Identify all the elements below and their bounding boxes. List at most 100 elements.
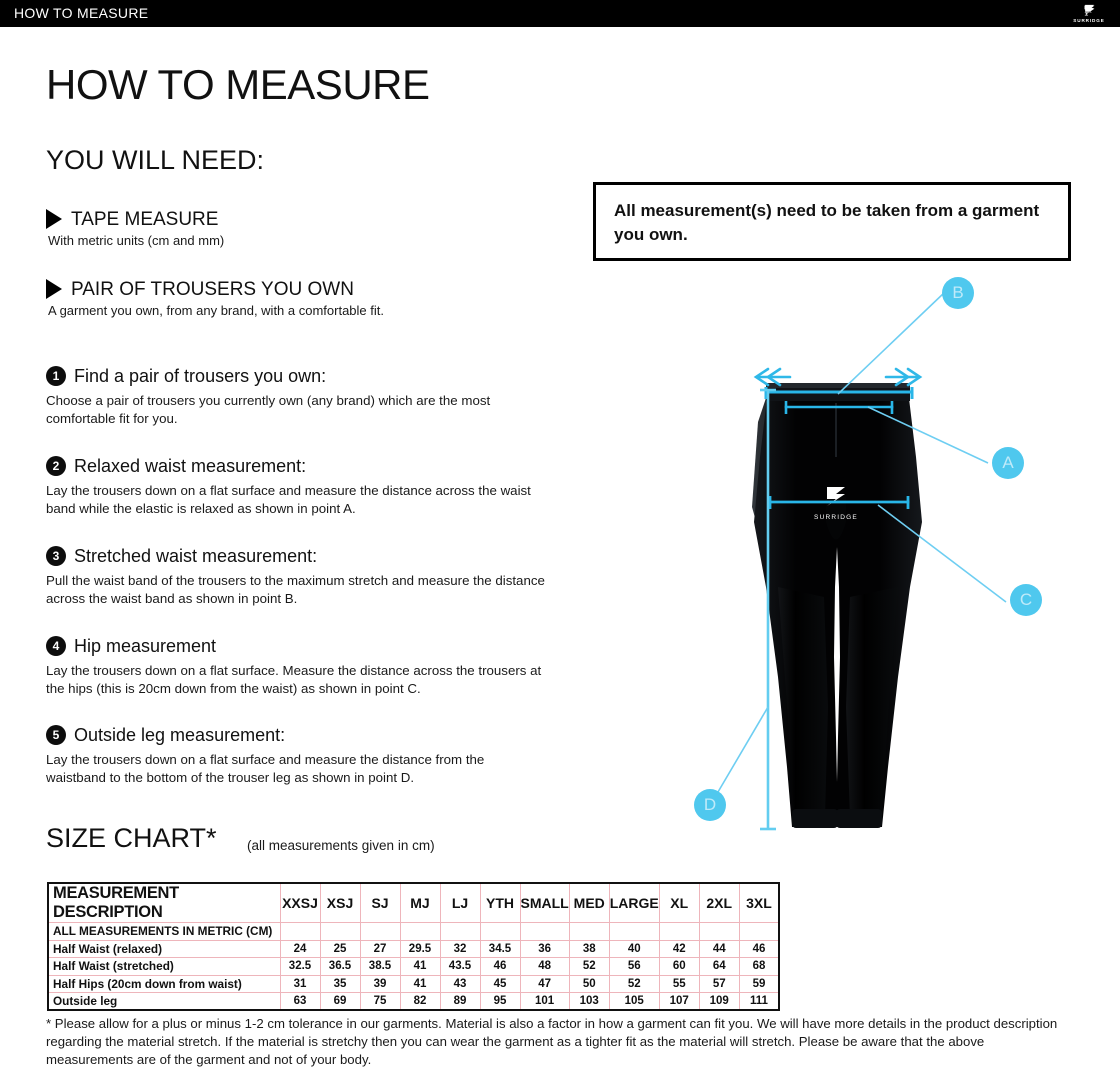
size-chart-heading: SIZE CHART* bbox=[46, 823, 217, 853]
step-3: 3 Stretched waist measurement: Pull the … bbox=[46, 546, 546, 607]
column-header-size: XXSJ bbox=[279, 882, 321, 923]
step-number-badge: 2 bbox=[46, 456, 66, 476]
page-title: HOW TO MEASURE bbox=[46, 61, 430, 108]
step-number-badge: 1 bbox=[46, 366, 66, 386]
marker-a: A bbox=[992, 447, 1024, 479]
table-cell: 43.5 bbox=[439, 957, 481, 976]
size-chart-table: MEASUREMENT DESCRIPTION XXSJ XSJ SJ MJ L… bbox=[47, 882, 781, 1011]
table-cell bbox=[439, 922, 481, 941]
table-cell: 52 bbox=[568, 957, 610, 976]
table-cell: 34.5 bbox=[479, 939, 521, 958]
table-cell: 57 bbox=[698, 974, 740, 993]
surridge-logo-icon: SURRIDGE bbox=[1066, 1, 1112, 26]
table-cell bbox=[738, 922, 780, 941]
you-will-need-heading: YOU WILL NEED: bbox=[46, 145, 265, 175]
triangle-bullet-icon bbox=[46, 209, 62, 229]
step-title: Find a pair of trousers you own: bbox=[74, 366, 327, 386]
column-header-description: MEASUREMENT DESCRIPTION bbox=[47, 882, 281, 923]
step-title: Stretched waist measurement: bbox=[74, 546, 318, 566]
table-cell: 43 bbox=[439, 974, 481, 993]
step-body: Lay the trousers down on a flat surface … bbox=[46, 752, 485, 785]
table-cell: 107 bbox=[658, 992, 700, 1011]
step-body: Choose a pair of trousers you currently … bbox=[46, 393, 491, 426]
step-1: 1 Find a pair of trousers you own: Choos… bbox=[46, 366, 546, 427]
column-header-size: MED bbox=[568, 882, 610, 923]
table-cell: 38 bbox=[568, 939, 610, 958]
table-cell bbox=[658, 922, 700, 941]
top-bar: HOW TO MEASURE SURRIDGE bbox=[0, 0, 1120, 27]
brand-wordmark: SURRIDGE bbox=[1073, 18, 1105, 24]
table-row-metric-note: ALL MEASUREMENTS IN METRIC (CM) bbox=[47, 922, 780, 941]
table-row: Half Waist (stretched) 32.5 36.5 38.5 41… bbox=[47, 957, 780, 976]
trousers-illustration-icon: SURRIDGE bbox=[717, 291, 1007, 831]
table-cell: 32 bbox=[439, 939, 481, 958]
table-cell: 47 bbox=[519, 974, 570, 993]
table-cell: 82 bbox=[399, 992, 441, 1011]
row-label: Outside leg bbox=[47, 992, 281, 1011]
svg-text:SURRIDGE: SURRIDGE bbox=[814, 514, 858, 521]
table-cell bbox=[568, 922, 610, 941]
surridge-s-mark-icon bbox=[1084, 5, 1094, 16]
table-cell: 29.5 bbox=[399, 939, 441, 958]
table-cell: 48 bbox=[519, 957, 570, 976]
table-cell bbox=[479, 922, 521, 941]
column-header-size: 3XL bbox=[738, 882, 780, 923]
need-item-tape-measure: TAPE MEASURE With metric units (cm and m… bbox=[46, 209, 224, 249]
need-title: PAIR OF TROUSERS YOU OWN bbox=[71, 278, 354, 300]
step-title: Hip measurement bbox=[74, 636, 217, 656]
table-cell: 59 bbox=[738, 974, 780, 993]
table-cell: 109 bbox=[698, 992, 740, 1011]
table-cell: 46 bbox=[479, 957, 521, 976]
table-cell bbox=[519, 922, 570, 941]
table-cell: 89 bbox=[439, 992, 481, 1011]
callout-box: All measurement(s) need to be taken from… bbox=[593, 182, 1071, 261]
table-cell: 95 bbox=[479, 992, 521, 1011]
row-label: Half Waist (stretched) bbox=[47, 957, 281, 976]
table-cell bbox=[698, 922, 740, 941]
table-row: Half Hips (20cm down from waist) 31 35 3… bbox=[47, 974, 780, 993]
table-cell: 40 bbox=[608, 939, 660, 958]
column-header-size: MJ bbox=[399, 882, 441, 923]
need-item-trousers: PAIR OF TROUSERS YOU OWN A garment you o… bbox=[46, 279, 384, 319]
table-cell: 69 bbox=[319, 992, 361, 1011]
table-cell: 56 bbox=[608, 957, 660, 976]
step-number-badge: 3 bbox=[46, 546, 66, 566]
table-cell: 41 bbox=[399, 957, 441, 976]
top-bar-title: HOW TO MEASURE bbox=[14, 5, 149, 21]
step-body: Lay the trousers down on a flat surface … bbox=[46, 483, 531, 516]
table-cell: 111 bbox=[738, 992, 780, 1011]
table-cell: 27 bbox=[359, 939, 401, 958]
column-header-size: LJ bbox=[439, 882, 481, 923]
row-label: Half Waist (relaxed) bbox=[47, 939, 281, 958]
triangle-bullet-icon bbox=[46, 279, 62, 299]
step-body: Pull the waist band of the trousers to t… bbox=[46, 573, 545, 606]
size-chart-note: (all measurements given in cm) bbox=[247, 838, 435, 853]
callout-text: All measurement(s) need to be taken from… bbox=[614, 201, 1040, 244]
table-cell: 60 bbox=[658, 957, 700, 976]
table-cell: 103 bbox=[568, 992, 610, 1011]
table-cell bbox=[279, 922, 321, 941]
column-header-size: YTH bbox=[479, 882, 521, 923]
column-header-size: XSJ bbox=[319, 882, 361, 923]
table-cell: 64 bbox=[698, 957, 740, 976]
row-label: ALL MEASUREMENTS IN METRIC (CM) bbox=[47, 922, 281, 941]
step-2: 2 Relaxed waist measurement: Lay the tro… bbox=[46, 456, 546, 517]
step-title: Relaxed waist measurement: bbox=[74, 456, 307, 476]
table-cell: 105 bbox=[608, 992, 660, 1011]
table-cell bbox=[608, 922, 660, 941]
column-header-size: 2XL bbox=[698, 882, 740, 923]
table-cell: 39 bbox=[359, 974, 401, 993]
step-number-badge: 5 bbox=[46, 725, 66, 745]
step-title: Outside leg measurement: bbox=[74, 725, 286, 745]
table-cell: 44 bbox=[698, 939, 740, 958]
table-cell: 24 bbox=[279, 939, 321, 958]
page-content: HOW TO MEASURE YOU WILL NEED: TAPE MEASU… bbox=[0, 27, 1120, 1074]
table-cell: 38.5 bbox=[359, 957, 401, 976]
table-cell: 46 bbox=[738, 939, 780, 958]
table-cell: 42 bbox=[658, 939, 700, 958]
table-cell: 36 bbox=[519, 939, 570, 958]
table-cell: 75 bbox=[359, 992, 401, 1011]
table-cell bbox=[399, 922, 441, 941]
need-subtext: A garment you own, from any brand, with … bbox=[48, 303, 384, 318]
table-cell bbox=[319, 922, 361, 941]
